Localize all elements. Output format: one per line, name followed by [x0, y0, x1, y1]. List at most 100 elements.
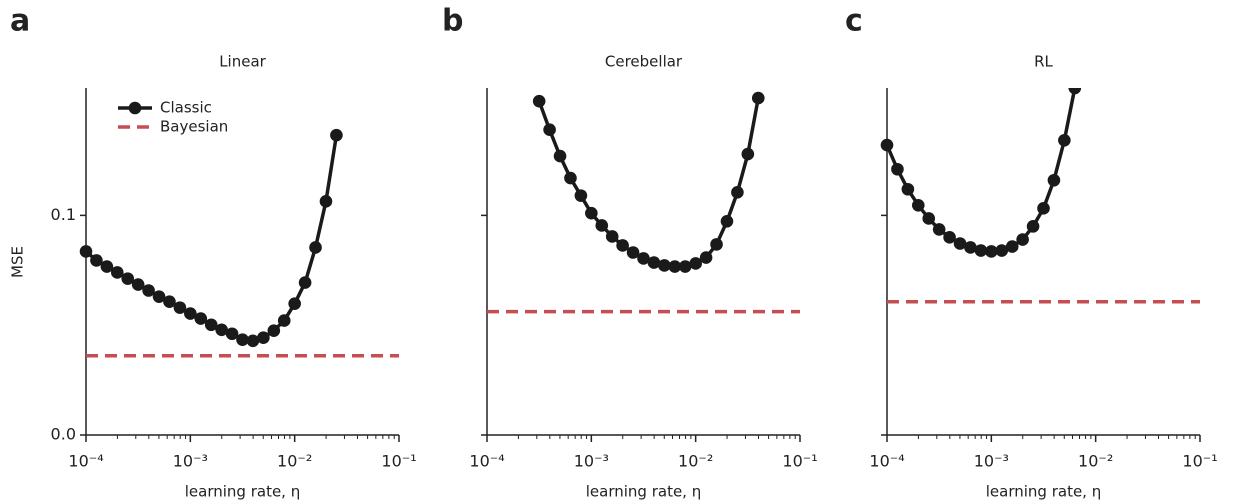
classic-point [922, 212, 936, 225]
classic-point [637, 252, 650, 265]
classic-point [1058, 133, 1071, 147]
classic-point [605, 230, 619, 243]
classic-point [319, 195, 333, 208]
y-tick-label: 0.1 [51, 205, 76, 224]
classic-point [330, 128, 343, 142]
classic-point [1005, 240, 1019, 253]
classic-point [974, 244, 988, 257]
x-tick-label: 10⁻² [678, 452, 713, 471]
classic-point [751, 91, 765, 105]
panel-label: b [442, 4, 463, 39]
classic-point [532, 94, 546, 108]
classic-point [121, 272, 135, 285]
x-tick-label: 10⁻⁴ [68, 452, 103, 471]
classic-point [699, 251, 713, 264]
panel-title: RL [1034, 53, 1053, 71]
classic-point [100, 260, 114, 273]
classic-point [1016, 233, 1029, 246]
classic-point [995, 244, 1009, 257]
classic-point [678, 260, 692, 273]
classic-point [616, 239, 629, 252]
classic-point [298, 276, 312, 289]
classic-point [720, 215, 734, 228]
classic-point [110, 266, 124, 279]
classic-point [90, 254, 103, 267]
x-tick-label: 10⁻³ [574, 452, 609, 471]
classic-point [564, 171, 577, 185]
plot-area [487, 91, 800, 314]
plot-area [880, 88, 1200, 304]
classic-point [163, 295, 176, 308]
classic-line [885, 88, 1077, 254]
x-axis-label: learning rate, η [185, 483, 300, 501]
classic-point [658, 259, 671, 272]
classic-point [574, 189, 588, 202]
classic-point [911, 198, 925, 212]
classic-point [246, 334, 260, 348]
classic-point [741, 147, 755, 161]
panel: a Linear learning rate, η MSE 0.0 0.1 10⁻⁴ 10⁻³… [9, 4, 417, 501]
classic-point [1047, 173, 1061, 187]
classic-point [79, 245, 93, 258]
x-tick-label: 10⁻³ [974, 452, 1009, 471]
x-tick-label: 10⁻¹ [381, 452, 416, 471]
classic-point [277, 314, 291, 327]
classic-point [901, 182, 915, 196]
x-tick-label: 10⁻³ [173, 452, 208, 471]
classic-point [932, 223, 946, 236]
legend-marker [128, 101, 142, 115]
classic-point [142, 284, 155, 297]
classic-point [309, 241, 322, 254]
panel-title: Linear [219, 53, 266, 71]
x-tick-label: 10⁻¹ [1182, 452, 1217, 471]
classic-point [689, 257, 702, 270]
panel-label: c [845, 4, 863, 39]
classic-point [710, 238, 723, 251]
x-axis-label: learning rate, η [586, 483, 701, 501]
classic-point [1037, 202, 1050, 215]
classic-point [668, 260, 682, 273]
classic-point [236, 333, 249, 346]
x-tick-label: 10⁻² [1078, 452, 1113, 471]
classic-point [215, 323, 228, 337]
classic-point [595, 219, 609, 232]
classic-point [225, 327, 239, 341]
classic-point [1026, 220, 1040, 233]
classic-point [626, 246, 640, 259]
classic-point [184, 307, 197, 320]
classic-point [267, 324, 281, 337]
y-tick-label: 0.0 [51, 425, 76, 444]
panel: c RL learning rate, η 10⁻⁴ 10⁻³ 10⁻² 10⁻¹ [845, 4, 1218, 501]
classic-point [173, 301, 187, 314]
classic-point [553, 149, 567, 163]
panel-label: a [10, 4, 30, 39]
classic-point [204, 318, 218, 332]
classic-point [943, 231, 956, 244]
y-axis-label: MSE [9, 246, 27, 278]
panel-title: Cerebellar [605, 53, 683, 71]
classic-point [288, 297, 301, 310]
classic-point [731, 186, 744, 199]
classic-point [985, 245, 998, 258]
classic-point [131, 278, 145, 291]
legend-label: Bayesian [160, 118, 228, 136]
x-tick-label: 10⁻² [277, 452, 312, 471]
classic-point [880, 138, 894, 152]
panel: b Cerebellar learning rate, η 10⁻⁴ 10⁻³ 10⁻² 1… [442, 4, 818, 501]
classic-point [891, 162, 904, 176]
classic-point [1068, 88, 1082, 95]
classic-point [543, 123, 556, 137]
classic-point [647, 256, 661, 269]
x-axis-label: learning rate, η [986, 483, 1101, 501]
x-tick-label: 10⁻¹ [782, 452, 817, 471]
x-tick-label: 10⁻⁴ [869, 452, 904, 471]
classic-point [194, 312, 208, 325]
classic-point [585, 206, 598, 220]
classic-line [84, 134, 339, 343]
plot-area [79, 128, 399, 358]
classic-point [152, 290, 166, 303]
classic-point [964, 241, 977, 254]
x-tick-label: 10⁻⁴ [469, 452, 504, 471]
